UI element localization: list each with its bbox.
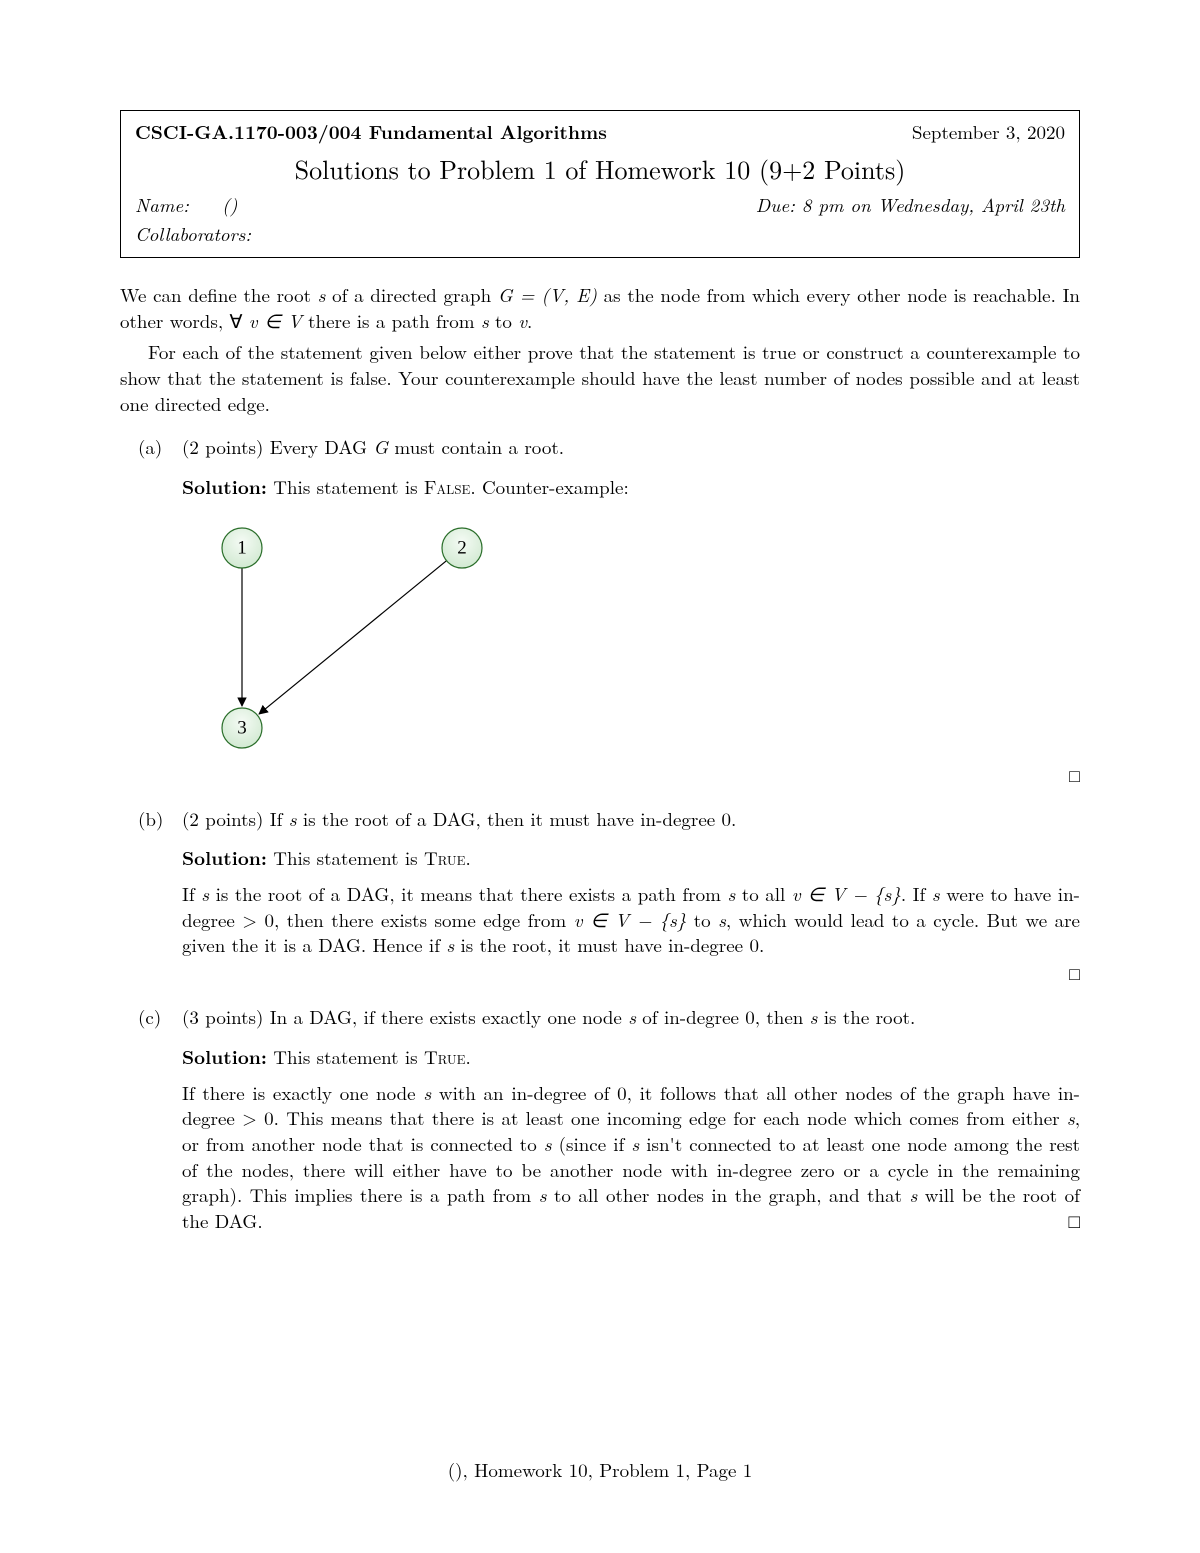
name-field: Name: ()	[135, 192, 238, 218]
header-box: CSCI-GA.1170-003/004 Fundamental Algorit…	[120, 110, 1080, 258]
header-date: September 3, 2020	[912, 119, 1065, 145]
part-a-body: (2 points) Every DAG G must contain a ro…	[182, 434, 1080, 757]
part-b-label: (b)	[138, 806, 163, 832]
part-b-sol-body: If s is the root of a DAG, it means that…	[182, 881, 1080, 986]
part-a-label: (a)	[138, 434, 162, 460]
part-b-sol-text: If s is the root of a DAG, it means that…	[182, 881, 1080, 958]
part-c-solution: Solution: This statement is True. If the…	[182, 1044, 1080, 1233]
collaborators-row: Collaborators:	[135, 221, 1065, 247]
qed-a: □	[120, 764, 1080, 788]
intro-p1: We can define the root s of a directed g…	[120, 282, 1080, 333]
page: CSCI-GA.1170-003/004 Fundamental Algorit…	[0, 0, 1200, 1553]
graph-node-label: 3	[237, 717, 247, 738]
part-c-body: (3 points) In a DAG, if there exists exa…	[182, 1004, 1080, 1233]
counterexample-graph: 1 2 3	[182, 518, 1080, 758]
part-b: (b) (2 points) If s is the root of a DAG…	[120, 806, 1080, 987]
graph-svg: 1 2 3	[182, 518, 542, 758]
graph-node-label: 2	[457, 537, 467, 558]
part-a-sol-intro: Solution: This statement is False. Count…	[182, 474, 1080, 500]
course-code: CSCI-GA.1170-003/004 Fundamental Algorit…	[135, 119, 607, 145]
due-text: Due: 8 pm on Wednesday, April 23th	[756, 192, 1065, 218]
intro-text: We can define the root s of a directed g…	[120, 282, 1080, 416]
name-value: ()	[222, 191, 238, 218]
qed-c: □	[1069, 1208, 1080, 1234]
page-footer: (), Homework 10, Problem 1, Page 1	[0, 1457, 1200, 1483]
part-b-body: (2 points) If s is the root of a DAG, th…	[182, 806, 1080, 987]
collaborators-label: Collaborators:	[135, 220, 251, 247]
part-c-sol-text: If there is exactly one node s with an i…	[182, 1080, 1080, 1234]
part-a-solution: Solution: This statement is False. Count…	[182, 474, 1080, 758]
part-a: (a) (2 points) Every DAG G must contain …	[120, 434, 1080, 757]
part-c-sol-intro: Solution: This statement is True.	[182, 1044, 1080, 1070]
header-row-top: CSCI-GA.1170-003/004 Fundamental Algorit…	[135, 119, 1065, 145]
qed-b: □	[182, 962, 1080, 986]
graph-node-label: 1	[237, 537, 247, 558]
part-a-statement: (2 points) Every DAG G must contain a ro…	[182, 434, 1080, 460]
intro-p2: For each of the statement given below ei…	[120, 339, 1080, 416]
name-label: Name:	[135, 191, 189, 218]
part-c-statement: (3 points) In a DAG, if there exists exa…	[182, 1004, 1080, 1030]
part-c-sol-body: If there is exactly one node s with an i…	[182, 1080, 1080, 1234]
part-b-sol-intro: Solution: This statement is True.	[182, 845, 1080, 871]
header-row-name-due: Name: () Due: 8 pm on Wednesday, April 2…	[135, 192, 1065, 218]
part-c-label: (c)	[138, 1004, 161, 1030]
part-b-solution: Solution: This statement is True. If s i…	[182, 845, 1080, 986]
document-title: Solutions to Problem 1 of Homework 10 (9…	[135, 151, 1065, 186]
part-b-statement: (2 points) If s is the root of a DAG, th…	[182, 806, 1080, 832]
part-c: (c) (3 points) In a DAG, if there exists…	[120, 1004, 1080, 1233]
graph-edge	[259, 560, 446, 713]
